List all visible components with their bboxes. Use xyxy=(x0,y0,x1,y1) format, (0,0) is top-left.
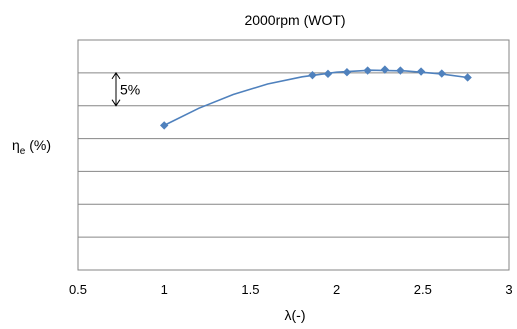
annotation-label: 5% xyxy=(120,81,140,97)
data-point xyxy=(160,121,169,130)
scale-annotation: 5% xyxy=(111,71,140,107)
data-point xyxy=(437,69,446,78)
data-point xyxy=(380,65,390,74)
y-axis-unit: (%) xyxy=(25,137,51,153)
data-point xyxy=(308,70,317,80)
data-point xyxy=(463,73,472,82)
x-tick-label: 2 xyxy=(333,282,340,297)
data-point xyxy=(363,66,372,75)
data-point xyxy=(323,69,333,79)
x-tick-label: 1.5 xyxy=(241,282,259,297)
chart-title: 2000rpm (WOT) xyxy=(244,12,345,28)
y-axis-subscript: e xyxy=(20,146,26,157)
y-axis-label: ηe (%) xyxy=(12,137,51,157)
annotation-arrow-top xyxy=(111,71,121,80)
x-tick-label: 3 xyxy=(505,282,512,297)
x-tick-label: 0.5 xyxy=(69,282,87,297)
x-axis-ticks: 0.5 1 1.5 2 2.5 3 xyxy=(69,282,513,297)
data-points xyxy=(160,65,472,130)
data-point xyxy=(416,67,426,76)
data-point xyxy=(396,66,405,75)
annotation-arrow-bottom xyxy=(111,99,121,107)
x-tick-label: 2.5 xyxy=(414,282,432,297)
data-point xyxy=(342,68,352,77)
x-axis-label: λ(-) xyxy=(285,307,306,323)
x-tick-label: 1 xyxy=(161,282,168,297)
y-axis-symbol: η xyxy=(12,137,20,153)
